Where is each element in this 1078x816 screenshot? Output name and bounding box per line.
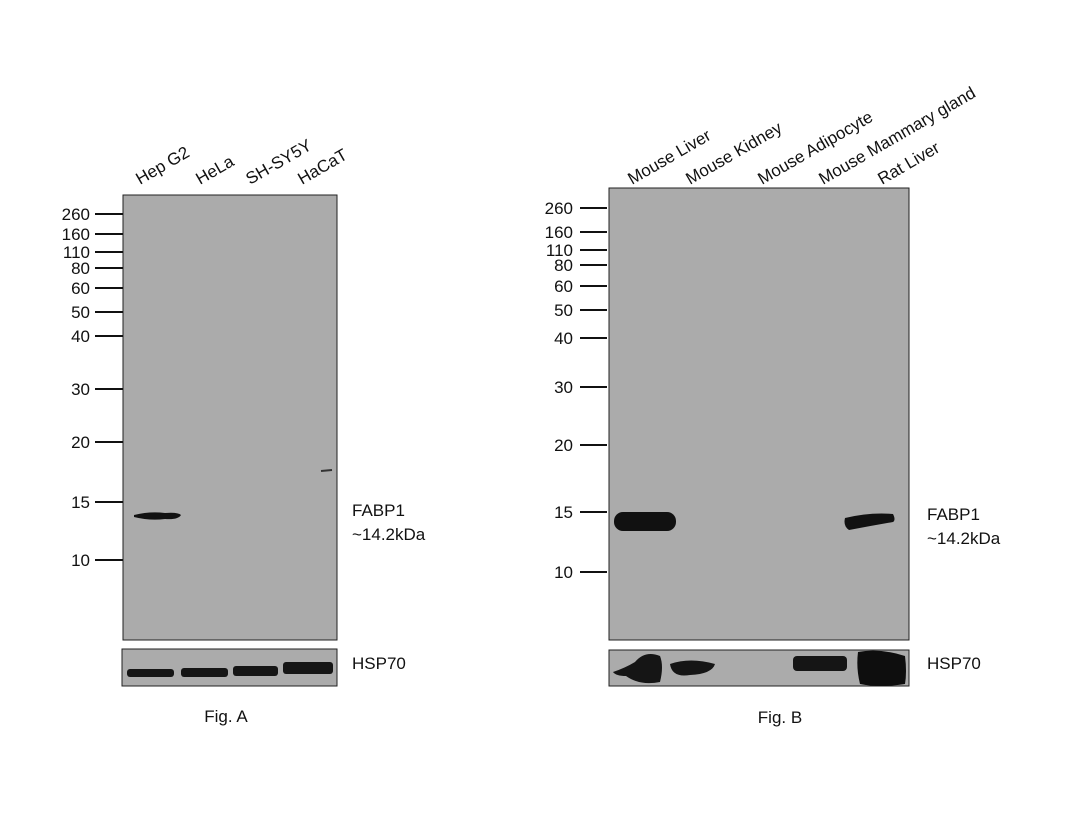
marker-label: 50 [71,303,90,322]
marker-label: 80 [554,256,573,275]
marker-label: 20 [554,436,573,455]
blot-a [122,194,338,641]
caption: Fig. B [758,708,802,727]
marker-label: 15 [71,493,90,512]
marker-label: 50 [554,301,573,320]
marker-label: 60 [71,279,90,298]
marker-label: 10 [554,563,573,582]
marker-label: 40 [71,327,90,346]
band [233,666,278,676]
target-size: ~14.2kDa [927,529,1001,548]
marker-label: 20 [71,433,90,452]
marker-label: 110 [546,241,573,260]
marker-label: 160 [545,223,573,242]
band [127,669,174,677]
band [320,469,333,472]
band [613,654,662,684]
marker-label: 160 [62,225,90,244]
marker-label: 80 [71,259,90,278]
marker-label: 260 [545,199,573,218]
marker-label: 30 [71,380,90,399]
band [181,668,228,677]
blot-b [608,187,910,641]
band [844,513,895,530]
target-size: ~14.2kDa [352,525,426,544]
control-label: HSP70 [927,654,981,673]
marker-label: 260 [62,205,90,224]
marker-label: 15 [554,503,573,522]
band [857,650,906,686]
control-label: HSP70 [352,654,406,673]
marker-label: 30 [554,378,573,397]
band [793,656,847,671]
marker-label: 10 [71,551,90,570]
marker-label: 110 [63,243,90,262]
marker-label: 40 [554,329,573,348]
band [614,512,676,531]
caption: Fig. A [204,707,248,726]
band [283,662,333,674]
band [134,512,181,520]
marker-label: 60 [554,277,573,296]
band [670,660,715,676]
target-label: FABP1 [352,501,405,520]
target-label: FABP1 [927,505,980,524]
